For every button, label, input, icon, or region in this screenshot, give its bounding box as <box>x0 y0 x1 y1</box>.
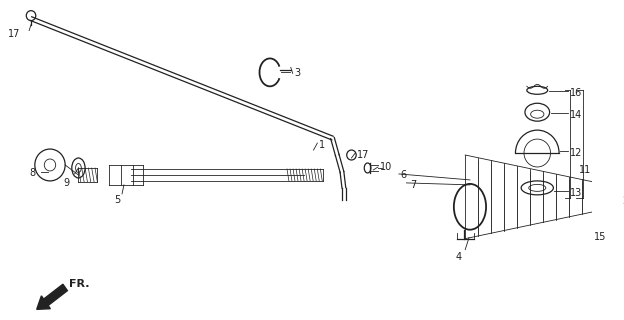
Text: 17: 17 <box>8 28 21 39</box>
Text: 9: 9 <box>63 178 69 188</box>
Text: 7: 7 <box>410 180 416 190</box>
Text: 15: 15 <box>594 232 607 242</box>
Text: 8: 8 <box>29 168 36 178</box>
Text: 16: 16 <box>570 88 582 98</box>
Text: 14: 14 <box>570 110 582 120</box>
Text: 10: 10 <box>380 162 392 172</box>
Text: 5: 5 <box>114 195 120 205</box>
Text: 13: 13 <box>570 188 582 198</box>
Text: 17: 17 <box>357 150 369 160</box>
Text: 3: 3 <box>295 68 301 78</box>
Text: 2: 2 <box>623 196 624 206</box>
FancyArrow shape <box>37 284 67 309</box>
Text: 1: 1 <box>319 140 325 150</box>
Text: 11: 11 <box>579 165 591 175</box>
Text: FR.: FR. <box>69 279 89 290</box>
Text: 12: 12 <box>570 148 582 158</box>
Text: 4: 4 <box>456 252 462 262</box>
Text: 6: 6 <box>401 170 407 180</box>
